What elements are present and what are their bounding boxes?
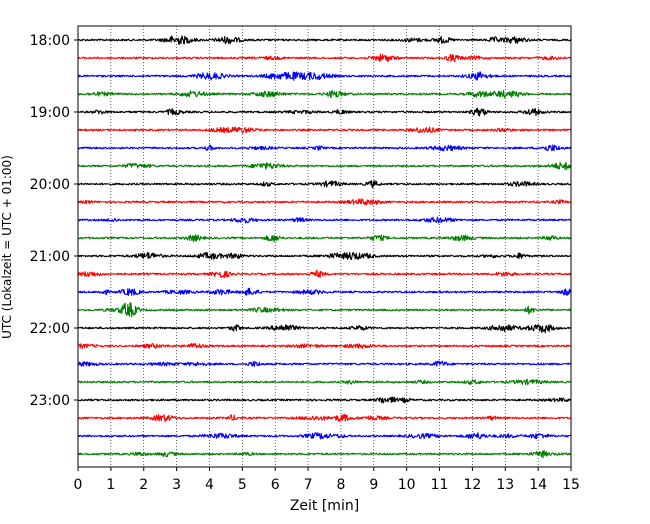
x-tick-label: 15 <box>562 477 580 493</box>
x-tick-label: 0 <box>74 477 83 493</box>
x-tick-label: 2 <box>139 477 148 493</box>
trace-row <box>77 432 572 440</box>
trace-row <box>77 89 572 99</box>
x-tick-label: 4 <box>205 477 214 493</box>
x-tick-label: 12 <box>463 477 481 493</box>
y-axis: 18:00 19:00 20:00 21:00 22:00 23:00 <box>30 33 78 409</box>
y-tick-label: 21:00 <box>30 249 70 265</box>
trace-row <box>77 378 572 386</box>
trace-row <box>77 413 572 423</box>
y-tick-label: 22:00 <box>30 321 70 337</box>
trace-row <box>77 360 572 367</box>
trace-row <box>77 198 572 206</box>
trace-row <box>77 234 572 243</box>
y-tick-label: 18:00 <box>30 33 70 49</box>
trace-row <box>77 342 572 349</box>
trace-row <box>77 269 572 279</box>
x-tick-label: 6 <box>271 477 280 493</box>
plot-frame <box>77 25 572 468</box>
x-tick-label: 14 <box>529 477 547 493</box>
x-axis: 0 1 2 3 4 5 6 7 8 9 10 11 12 13 14 15 <box>74 467 580 493</box>
trace-row <box>77 216 572 224</box>
trace-row <box>77 107 572 117</box>
x-tick-label: 1 <box>106 477 115 493</box>
trace-row <box>77 53 572 63</box>
x-tick-label: 11 <box>431 477 449 493</box>
trace-row <box>77 396 572 404</box>
trace-row <box>77 71 572 81</box>
y-tick-label: 20:00 <box>30 177 70 193</box>
y-axis-label: UTC (Lokalzeit = UTC + 01:00) <box>0 155 14 339</box>
y-tick-label: 19:00 <box>30 105 70 121</box>
trace-row <box>77 144 572 152</box>
trace-row <box>77 126 572 134</box>
trace-row <box>77 324 572 334</box>
x-tick-label: 8 <box>336 477 345 493</box>
trace-row <box>77 302 572 318</box>
trace-row <box>77 161 572 171</box>
trace-row <box>77 287 572 296</box>
traces <box>77 35 572 459</box>
x-axis-label: Zeit [min] <box>290 498 359 514</box>
trace-row <box>77 450 572 459</box>
y-tick-label: 23:00 <box>30 393 70 409</box>
x-tick-label: 10 <box>398 477 416 493</box>
trace-row <box>77 35 572 45</box>
trace-row <box>77 180 572 189</box>
x-tick-label: 7 <box>304 477 313 493</box>
x-tick-label: 5 <box>238 477 247 493</box>
x-tick-label: 9 <box>369 477 378 493</box>
x-tick-label: 3 <box>172 477 181 493</box>
trace-row <box>77 252 572 261</box>
x-tick-label: 13 <box>496 477 514 493</box>
